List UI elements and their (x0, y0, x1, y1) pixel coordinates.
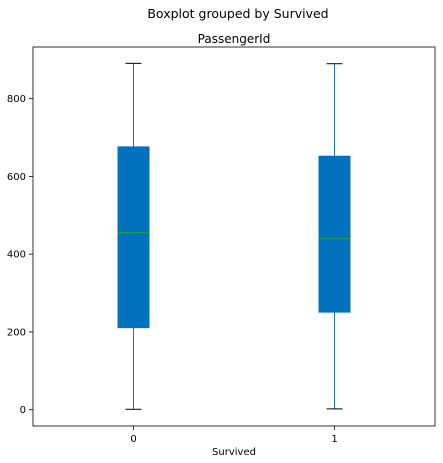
x-tick-label-1: 1 (331, 434, 337, 445)
chart-title: PassengerId (198, 32, 271, 46)
y-tick-label-400: 400 (7, 250, 26, 261)
box-0 (117, 146, 150, 329)
x-axis-label: Survived (212, 447, 256, 458)
plot-area: 0 200 400 600 800 0 1 (7, 62, 351, 445)
y-tick-label-600: 600 (7, 172, 26, 183)
chart-suptitle: Boxplot grouped by Survived (147, 6, 328, 21)
axes-frame (32, 46, 436, 427)
y-tick-label-800: 800 (7, 94, 26, 105)
x-tick-label-0: 0 (130, 434, 136, 445)
y-tick-label-0: 0 (20, 405, 26, 416)
box-1 (318, 155, 351, 313)
y-tick-label-200: 200 (7, 327, 26, 338)
